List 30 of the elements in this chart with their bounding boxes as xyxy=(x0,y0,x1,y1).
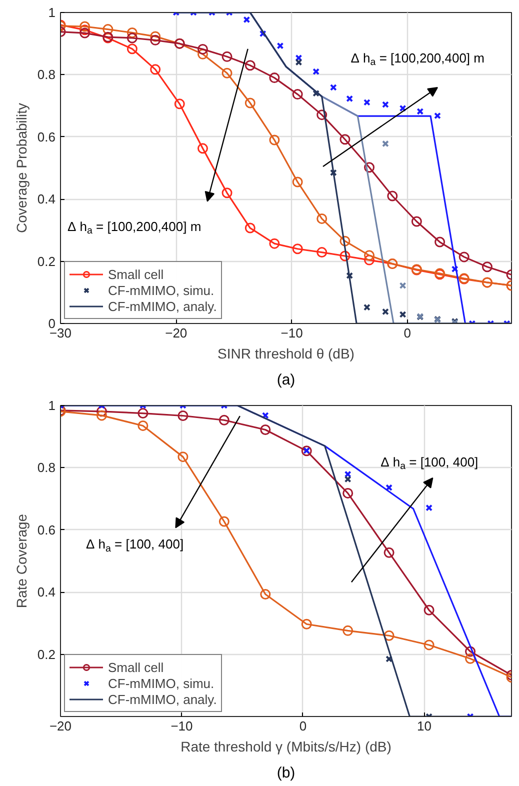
x-tick-label: −20 xyxy=(165,326,188,340)
y-tick-label: 1 xyxy=(48,5,56,20)
y-tick-label: 0.8 xyxy=(37,460,56,476)
x-tick-label: −10 xyxy=(170,718,193,734)
x-tick-label: 0 xyxy=(404,326,412,340)
text: (a) xyxy=(276,372,296,388)
y-tick-label: 0.8 xyxy=(37,67,56,82)
x-axis-title: SINR threshold θ (dB) xyxy=(218,346,354,362)
text: (b) xyxy=(276,764,296,782)
legend-label: Small cell xyxy=(108,266,164,282)
y-axis-title: Coverage Probability xyxy=(13,103,30,233)
legend-label: CF-mMIMO, simu. xyxy=(108,675,214,691)
x-axis-title: Rate threshold γ (Mbits/s/Hz) (dB) xyxy=(180,738,392,754)
x-tick-label: 10 xyxy=(416,718,432,734)
y-axis-title: Rate Coverage xyxy=(13,514,30,608)
y-tick-label: 0.2 xyxy=(37,646,56,662)
y-tick-label: 0.4 xyxy=(37,584,56,600)
legend-label: Small cell xyxy=(108,659,164,675)
y-tick-label: 0.2 xyxy=(37,254,56,269)
x-tick-label: −10 xyxy=(280,326,303,340)
x-tick-label: −20 xyxy=(49,718,72,734)
y-tick-label: 0.4 xyxy=(37,192,56,207)
y-tick-label: 1 xyxy=(48,398,56,413)
y-tick-label: 0.6 xyxy=(37,129,56,144)
legend-label: CF-mMIMO, simu. xyxy=(108,282,214,298)
legend-label: CF-mMIMO, analy. xyxy=(108,298,217,314)
x-tick-label: 0 xyxy=(299,718,307,734)
y-tick-label: 0.6 xyxy=(37,522,56,538)
legend-label: CF-mMIMO, analy. xyxy=(108,691,217,707)
y-tick-label: 0 xyxy=(48,316,56,331)
